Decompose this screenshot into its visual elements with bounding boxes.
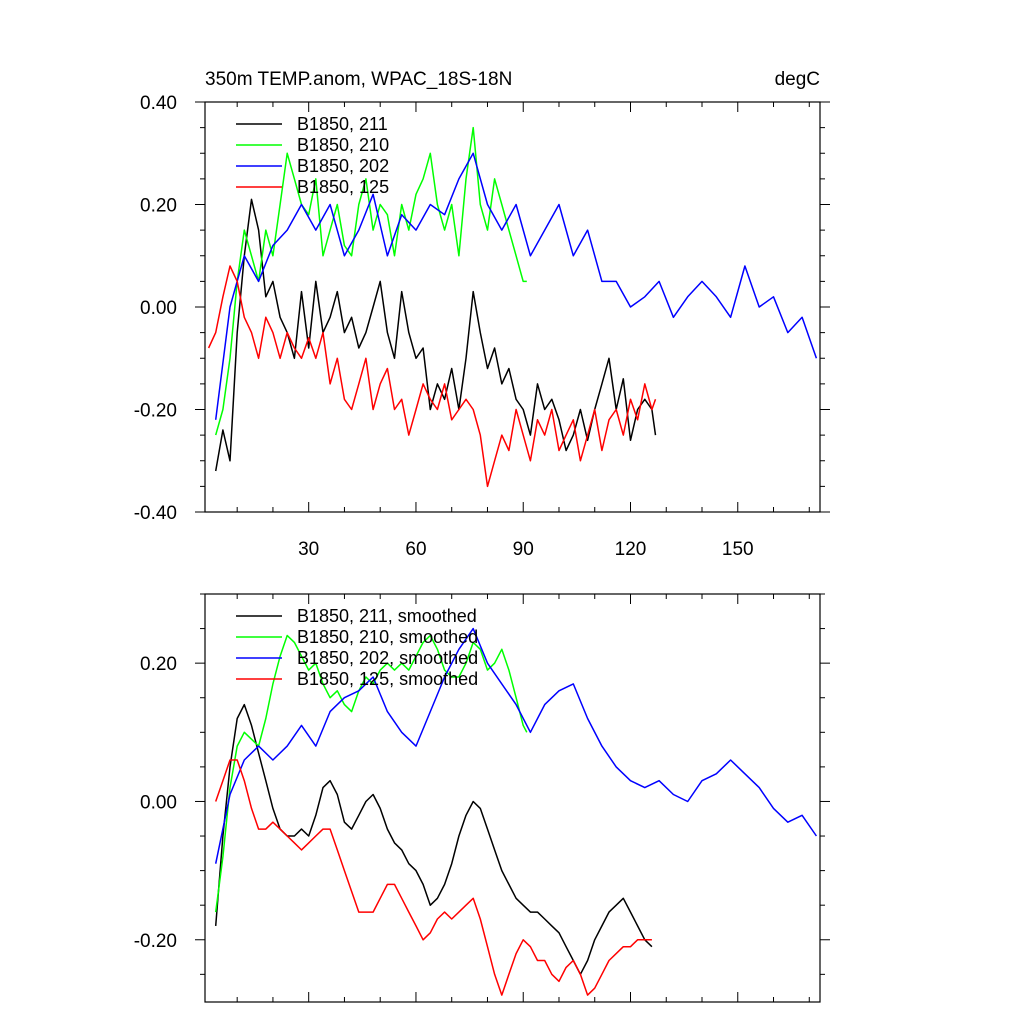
chart-title: 350m TEMP.anom, WPAC_18S-18N <box>205 69 512 90</box>
x-tick-label: 120 <box>615 539 647 560</box>
legend-label: B1850, 202 <box>297 156 389 176</box>
series-line-b1850-210 <box>214 126 527 436</box>
series-line-b1850-211-smoothed <box>214 703 653 976</box>
y-tick-label: 0.40 <box>140 93 177 114</box>
top-panel-raw-anomalies: 350m TEMP.anom, WPAC_18S-18N degC 30 60 90… <box>134 69 830 560</box>
legend-label: B1850, 125, smoothed <box>297 669 478 689</box>
series-line-b1850-125 <box>207 265 657 488</box>
y-tick-label: 0.20 <box>140 196 177 217</box>
x-tick-label: 90 <box>513 539 534 560</box>
y-tick-label: -0.20 <box>134 931 177 952</box>
legend-label: B1850, 211, smoothed <box>297 606 477 626</box>
legend-label: B1850, 210, smoothed <box>297 627 478 647</box>
series-line-b1850-210-smoothed <box>214 634 528 913</box>
series-line-b1850-202 <box>214 152 818 420</box>
x-tick-label: 30 <box>298 539 319 560</box>
x-tick-label: 60 <box>405 539 426 560</box>
legend-label: B1850, 202, smoothed <box>297 648 478 668</box>
x-tick-label: 150 <box>722 539 754 560</box>
legend-label: B1850, 125 <box>297 177 389 197</box>
series-line-b1850-125-smoothed <box>214 759 652 996</box>
y-tick-label: -0.20 <box>134 401 177 422</box>
legend-label: B1850, 211 <box>297 114 388 134</box>
y-tick-label: 0.20 <box>140 654 177 675</box>
legend-label: B1850, 210 <box>297 135 389 155</box>
units-label: degC <box>775 69 820 90</box>
y-tick-label: 0.00 <box>140 792 177 813</box>
plot-frame <box>204 593 821 1003</box>
y-tick-label: 0.00 <box>140 298 177 319</box>
series-line-b1850-202-smoothed <box>214 627 818 864</box>
y-tick-label: -0.40 <box>134 503 177 524</box>
series-line-b1850-211 <box>214 198 657 472</box>
